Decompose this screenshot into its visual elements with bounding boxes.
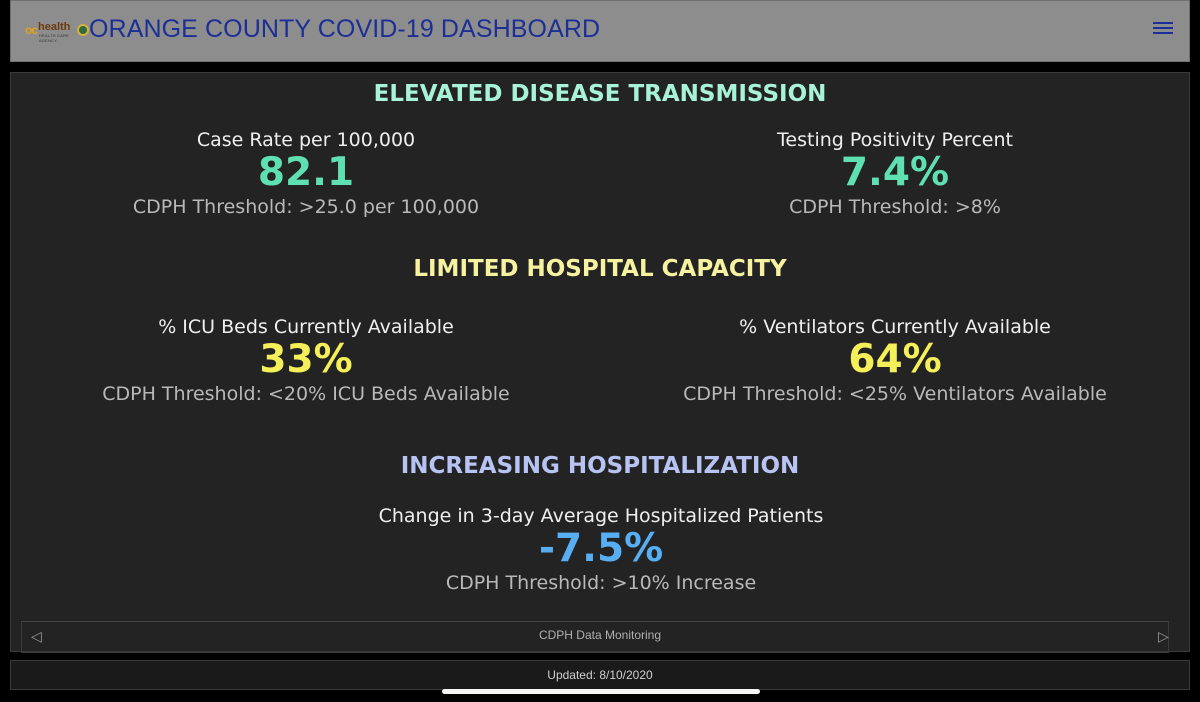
updated-timestamp: Updated: 8/10/2020 (10, 660, 1190, 690)
metric-ventilators: % Ventilators Currently Available 64% CD… (615, 316, 1175, 405)
metric-threshold: CDPH Threshold: <25% Ventilators Availab… (683, 382, 1107, 405)
app-header: oc health HEALTH CARE AGENCY ORANGE COUN… (10, 0, 1190, 62)
logo-subtext: HEALTH CARE AGENCY (39, 33, 69, 43)
cdph-monitoring-panel: ELEVATED DISEASE TRANSMISSION Case Rate … (10, 72, 1190, 653)
metric-threshold: CDPH Threshold: >10% Increase (445, 571, 757, 594)
metric-threshold: CDPH Threshold: <20% ICU Beds Available (102, 382, 510, 405)
dashboard-title: ORANGE COUNTY COVID-19 DASHBOARD (89, 15, 601, 43)
triangle-left-icon[interactable]: ◁ (31, 629, 42, 645)
metric-label: Change in 3-day Average Hospitalized Pat… (378, 505, 824, 527)
oc-health-logo: oc health HEALTH CARE AGENCY (25, 21, 89, 43)
county-seal-icon (77, 24, 89, 36)
logo-health-text: health (38, 21, 71, 33)
metric-hospitalized-change: Change in 3-day Average Hospitalized Pat… (321, 505, 881, 594)
metric-value: -7.5% (538, 526, 664, 571)
panel-footer-label: CDPH Data Monitoring (538, 628, 662, 642)
metric-value: 64% (848, 337, 942, 382)
metric-threshold: CDPH Threshold: >25.0 per 100,000 (132, 195, 480, 218)
logo-oc-text: oc (25, 23, 38, 37)
metric-label: % ICU Beds Currently Available (158, 316, 454, 338)
metric-case-rate: Case Rate per 100,000 82.1 CDPH Threshol… (26, 129, 586, 218)
metric-label: Testing Positivity Percent (777, 129, 1013, 151)
metric-value: 33% (259, 337, 353, 382)
home-indicator[interactable] (442, 689, 760, 694)
metric-testing-positivity: Testing Positivity Percent 7.4% CDPH Thr… (615, 129, 1175, 218)
metric-label: % Ventilators Currently Available (739, 316, 1051, 338)
metric-value: 7.4% (840, 150, 950, 195)
metric-value: 82.1 (257, 150, 355, 195)
panel-footer (21, 621, 1169, 653)
metric-label: Case Rate per 100,000 (196, 129, 416, 151)
metric-icu-beds: % ICU Beds Currently Available 33% CDPH … (26, 316, 586, 405)
section-title-hospital-capacity: LIMITED HOSPITAL CAPACITY (413, 256, 787, 282)
section-title-transmission: ELEVATED DISEASE TRANSMISSION (373, 81, 827, 107)
triangle-right-icon[interactable]: ▷ (1158, 629, 1169, 645)
metric-threshold: CDPH Threshold: >8% (789, 195, 1001, 218)
section-title-hospitalization: INCREASING HOSPITALIZATION (400, 453, 800, 479)
hamburger-menu-icon[interactable] (1153, 19, 1173, 39)
